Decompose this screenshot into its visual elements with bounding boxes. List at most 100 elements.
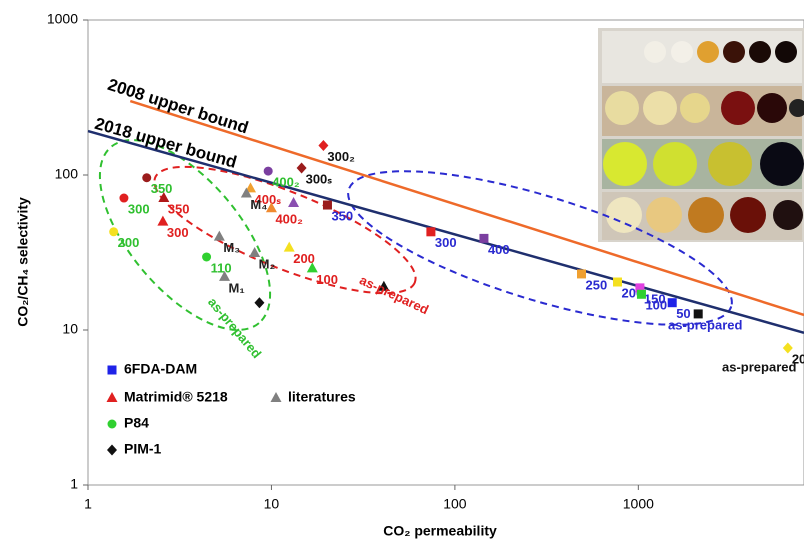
legend-label: P84	[124, 415, 149, 431]
point	[318, 139, 329, 151]
plot-frame	[87, 19, 804, 486]
sample	[680, 93, 710, 123]
y-tick-label: 100	[55, 166, 79, 182]
sample	[760, 142, 804, 186]
group-ellipse	[347, 170, 733, 326]
sample	[708, 142, 752, 186]
legend-label: PIM-1	[124, 441, 162, 457]
point	[265, 202, 277, 213]
point-label: 350	[168, 201, 190, 216]
point	[782, 342, 793, 354]
legend-marker	[107, 444, 117, 456]
point	[202, 252, 212, 262]
upper-bound-line	[129, 99, 804, 317]
point	[219, 270, 231, 281]
point-label: 300ₛ	[306, 171, 333, 186]
point	[213, 230, 225, 241]
sample	[723, 41, 745, 63]
point	[306, 262, 318, 273]
point	[263, 166, 273, 176]
point-label: 300	[167, 225, 189, 240]
sample	[757, 93, 787, 123]
point-label: 300₂	[327, 149, 355, 164]
point	[636, 289, 646, 299]
point-label: 400₂	[275, 212, 303, 227]
sample	[730, 197, 766, 233]
legend-marker	[107, 419, 117, 429]
point-label: 150	[644, 291, 666, 306]
y-tick-label: 1000	[47, 11, 78, 27]
point	[240, 187, 252, 198]
sample	[606, 197, 642, 233]
sample	[643, 91, 677, 125]
point	[613, 277, 623, 287]
point	[378, 280, 390, 291]
sample	[721, 91, 755, 125]
upper-bound-line	[87, 129, 804, 334]
point	[296, 162, 307, 174]
point-label: M₁	[229, 280, 245, 295]
group-ellipse	[153, 165, 417, 295]
x-tick-label: 1000	[623, 496, 654, 512]
y-axis-title: CO₂/CH₄ selectivity	[15, 197, 31, 327]
sample	[671, 41, 693, 63]
point-label: 200	[792, 351, 804, 366]
point	[577, 269, 587, 279]
y-tick-label: 10	[62, 321, 78, 337]
point	[142, 173, 152, 183]
point	[288, 196, 300, 207]
point-label: 50	[676, 306, 690, 321]
point	[693, 309, 703, 319]
sample	[775, 41, 797, 63]
point	[635, 283, 645, 293]
x-tick-label: 10	[264, 496, 280, 512]
ellipses	[98, 139, 733, 331]
legend-label: Matrimid® 5218	[124, 389, 228, 405]
point-label: 100	[316, 272, 338, 287]
sample	[697, 41, 719, 63]
legend-marker	[106, 392, 118, 402]
point-label: 300	[128, 201, 150, 216]
point-label: 200	[118, 235, 140, 250]
inset-photo	[598, 28, 804, 242]
point	[157, 215, 169, 226]
sample	[749, 41, 771, 63]
point-label: 400ₛ	[255, 192, 282, 207]
point-label: 250	[586, 277, 608, 292]
point-label: 400	[488, 242, 510, 257]
sample	[605, 91, 639, 125]
point-label: 110	[211, 260, 232, 275]
annotation: as-prepared	[357, 272, 431, 317]
point	[249, 246, 261, 257]
point-label: M₃	[223, 240, 240, 255]
point	[109, 227, 119, 237]
point	[119, 193, 129, 203]
sample	[644, 41, 666, 63]
point-label: 350	[151, 181, 173, 196]
point	[479, 233, 489, 243]
legend-label: 6FDA-DAM	[124, 361, 197, 377]
annotation: as-prepared	[205, 294, 264, 361]
x-tick-label: 100	[443, 496, 467, 512]
sample	[646, 197, 682, 233]
legend-label: literatures	[288, 389, 356, 405]
legend-marker	[270, 392, 282, 402]
point-label: M₄	[250, 197, 267, 212]
point	[158, 192, 170, 203]
point	[426, 227, 436, 237]
y-tick-label: 1	[70, 476, 78, 492]
point-label: 300	[435, 235, 457, 250]
x-axis-title: CO₂ permeability	[383, 523, 497, 539]
sample	[789, 99, 804, 117]
sample	[603, 142, 647, 186]
point-label: 200	[293, 251, 315, 266]
point-label: 100	[645, 298, 667, 313]
x-tick-label: 1	[84, 496, 92, 512]
group-ellipse	[98, 139, 272, 331]
point	[245, 182, 257, 193]
point	[283, 241, 295, 252]
sample	[653, 142, 697, 186]
annotation: as-prepared	[668, 317, 742, 332]
point	[667, 298, 677, 308]
